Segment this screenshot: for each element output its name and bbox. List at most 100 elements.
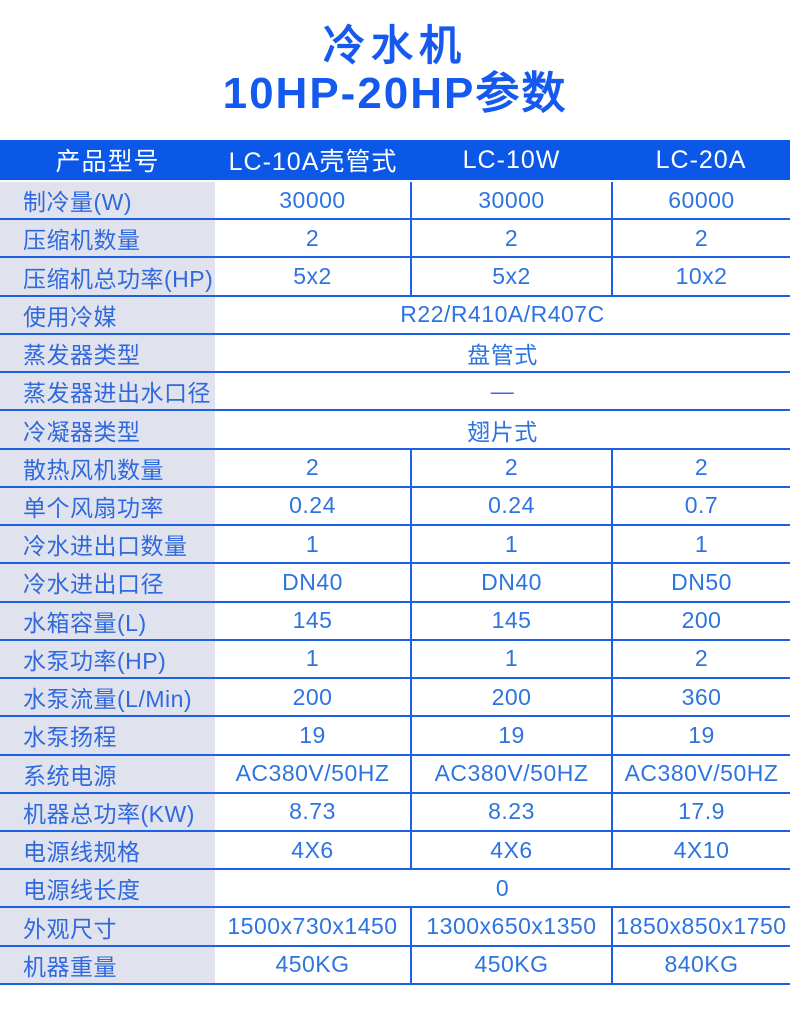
row-value: 10x2 [612, 257, 790, 297]
row-value: 840KG [612, 945, 790, 986]
row-label: 散热风机数量 [0, 448, 215, 488]
row-label: 水箱容量(L) [0, 601, 215, 641]
table-row: 水泵流量(L/Min) 200 200 360 [0, 678, 790, 718]
row-label: 使用冷媒 [0, 295, 215, 335]
row-label: 电源线规格 [0, 830, 215, 871]
table-row: 压缩机数量 2 2 2 [0, 219, 790, 259]
row-value: 30000 [411, 181, 613, 221]
table-row: 蒸发器类型 盘管式 [0, 333, 790, 374]
row-value: 4X6 [215, 830, 412, 871]
row-value: 2 [612, 448, 790, 488]
row-label: 水泵功率(HP) [0, 639, 215, 680]
table-row: 压缩机总功率(HP) 5x2 5x2 10x2 [0, 257, 790, 297]
page-title-line2: 10HP-20HP参数 [222, 69, 568, 118]
row-value: AC380V/50HZ [612, 754, 790, 794]
row-value: 2 [411, 219, 613, 259]
row-value: 17.9 [612, 792, 790, 832]
row-value: 200 [411, 678, 613, 718]
table-row: 电源线规格 4X6 4X6 4X10 [0, 830, 790, 871]
row-value: DN40 [215, 563, 412, 603]
table-row: 使用冷媒 R22/R410A/R407C [0, 295, 790, 335]
row-value: 19 [612, 716, 790, 756]
row-label: 冷水进出口数量 [0, 525, 215, 565]
row-value: 0.24 [215, 486, 412, 527]
header-cell-model-2: LC-10W [411, 140, 612, 182]
row-value-merged: 翅片式 [215, 410, 790, 450]
row-value: 2 [215, 219, 412, 259]
spec-table: 产品型号 LC-10A壳管式 LC-10W LC-20A 制冷量(W) 30000… [0, 140, 790, 986]
header-cell-product-model: 产品型号 [0, 140, 215, 182]
row-value: 1 [411, 525, 613, 565]
page-title: 冷水机 10HP-20HP参数 [0, 0, 790, 118]
row-label: 机器总功率(KW) [0, 792, 215, 832]
row-value: 2 [612, 219, 790, 259]
row-value: 1 [215, 525, 412, 565]
row-value: 4X10 [612, 830, 790, 871]
header-cell-model-3: LC-20A [612, 140, 790, 182]
table-row: 机器总功率(KW) 8.73 8.23 17.9 [0, 792, 790, 832]
row-value: 0.7 [612, 486, 790, 527]
row-value: 4X6 [411, 830, 613, 871]
row-value: 2 [411, 448, 613, 488]
row-label: 水泵流量(L/Min) [0, 678, 215, 718]
row-value: 2 [215, 448, 412, 488]
row-label: 电源线长度 [0, 869, 215, 909]
row-value-merged: 0 [215, 869, 790, 909]
row-value-merged: — [215, 372, 790, 412]
row-label: 压缩机总功率(HP) [0, 257, 215, 297]
row-label: 单个风扇功率 [0, 486, 215, 527]
row-value: DN50 [612, 563, 790, 603]
row-label: 蒸发器进出水口径 [0, 372, 215, 412]
row-value: 2 [612, 639, 790, 680]
row-value: 19 [411, 716, 613, 756]
row-value: 360 [612, 678, 790, 718]
table-row: 系统电源 AC380V/50HZ AC380V/50HZ AC380V/50HZ [0, 754, 790, 794]
row-value: AC380V/50HZ [411, 754, 613, 794]
table-row: 蒸发器进出水口径 — [0, 372, 790, 412]
table-row: 冷水进出口径 DN40 DN40 DN50 [0, 563, 790, 603]
table-row: 冷水进出口数量 1 1 1 [0, 525, 790, 565]
table-row: 冷凝器类型 翅片式 [0, 410, 790, 450]
header-row: 产品型号 LC-10A壳管式 LC-10W LC-20A [0, 140, 790, 182]
row-value: 450KG [215, 945, 412, 986]
row-label: 机器重量 [0, 945, 215, 986]
row-value: 200 [215, 678, 412, 718]
table-row: 制冷量(W) 30000 30000 60000 [0, 181, 790, 221]
table-row: 散热风机数量 2 2 2 [0, 448, 790, 488]
row-value: 450KG [411, 945, 613, 986]
row-value: 1 [612, 525, 790, 565]
page-title-line1: 冷水机 [322, 22, 467, 69]
spec-table-body: 制冷量(W) 30000 30000 60000 压缩机数量 2 2 2 压缩机总功率(HP) 5… [0, 181, 790, 986]
row-value: 8.23 [411, 792, 613, 832]
row-value: 1300x650x1350 [411, 907, 613, 947]
row-value: 8.73 [215, 792, 412, 832]
spec-table-header: 产品型号 LC-10A壳管式 LC-10W LC-20A [0, 140, 790, 182]
row-value: 145 [215, 601, 412, 641]
row-value: 1850x850x1750 [612, 907, 790, 947]
table-row: 外观尺寸 1500x730x1450 1300x650x1350 1850x850x1… [0, 907, 790, 947]
table-row: 水泵扬程 19 19 19 [0, 716, 790, 756]
table-row: 水箱容量(L) 145 145 200 [0, 601, 790, 641]
row-value: 145 [411, 601, 613, 641]
row-value: 5x2 [215, 257, 412, 297]
row-value-merged: R22/R410A/R407C [215, 295, 790, 335]
row-value: 1500x730x1450 [215, 907, 412, 947]
row-label: 外观尺寸 [0, 907, 215, 947]
row-value: 0.24 [411, 486, 613, 527]
row-value: 200 [612, 601, 790, 641]
row-value-merged: 盘管式 [215, 333, 790, 374]
table-row: 单个风扇功率 0.24 0.24 0.7 [0, 486, 790, 527]
row-value: 30000 [215, 181, 412, 221]
table-row: 机器重量 450KG 450KG 840KG [0, 945, 790, 986]
table-row: 水泵功率(HP) 1 1 2 [0, 639, 790, 680]
row-value: 1 [215, 639, 412, 680]
row-label: 冷水进出口径 [0, 563, 215, 603]
row-value: 19 [215, 716, 412, 756]
table-row: 电源线长度 0 [0, 869, 790, 909]
row-value: DN40 [411, 563, 613, 603]
header-cell-model-1: LC-10A壳管式 [215, 140, 411, 182]
row-value: 60000 [612, 181, 790, 221]
row-label: 蒸发器类型 [0, 333, 215, 374]
row-label: 冷凝器类型 [0, 410, 215, 450]
row-label: 制冷量(W) [0, 181, 215, 221]
